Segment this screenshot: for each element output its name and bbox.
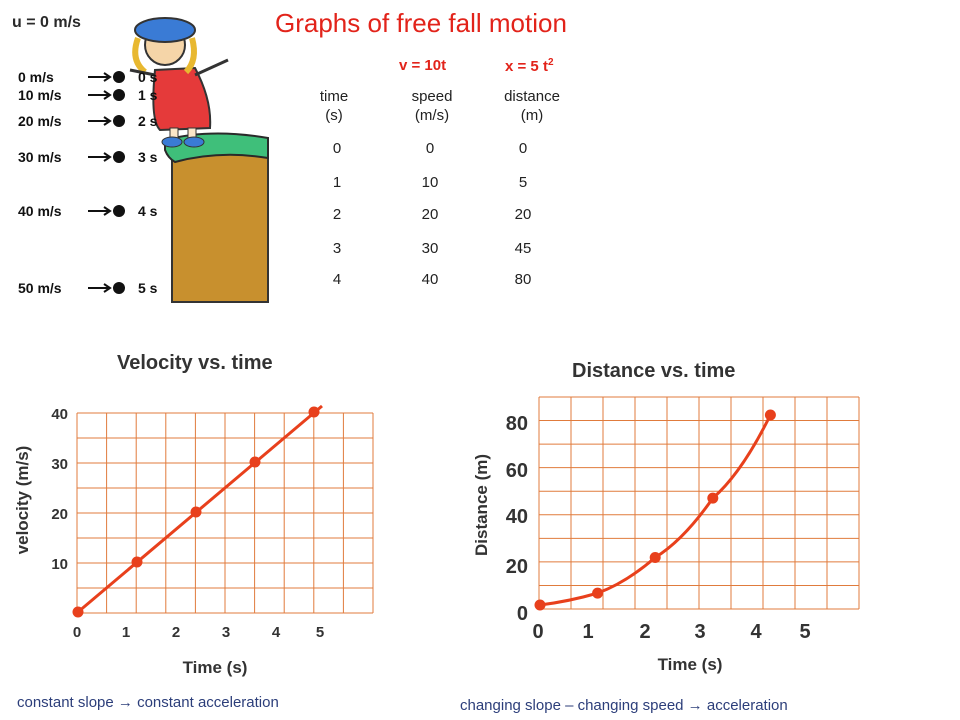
- x-tick-label: 3: [222, 624, 230, 641]
- initial-speed-label: u = 0 m/s: [12, 14, 81, 31]
- table-cell: 2: [332, 206, 342, 223]
- time-label: 0 s: [138, 69, 158, 85]
- free-fall-illustration: 0 m/s 0 s 10 m/s 1 s 20 m/s 2 s 30 m/s 3 s 40 m/…: [18, 17, 269, 303]
- time-label: 2 s: [138, 113, 158, 129]
- arrow-head-icon: [103, 283, 112, 293]
- y-tick-label: 0: [517, 603, 528, 625]
- x-axis-label: Time (s): [183, 658, 248, 677]
- table-cell: 4: [332, 271, 342, 288]
- table-cell: 45: [514, 240, 532, 257]
- y-tick-label: 80: [506, 413, 528, 435]
- header-speed: speed (m/s): [411, 88, 453, 124]
- x-tick-label: 1: [122, 624, 130, 641]
- x-tick-label: 4: [272, 624, 281, 641]
- table-cell: 0: [332, 140, 342, 157]
- x-tick-label: 2: [639, 621, 650, 643]
- y-tick-label: 30: [51, 456, 68, 473]
- velocity-chart: 0 1 2 3 4 5 10 20 30 40 Time (s) velocity (m/s): [13, 404, 374, 677]
- x-tick-label: 4: [750, 621, 762, 643]
- data-point: [592, 587, 604, 599]
- arrow-head-icon: [103, 90, 112, 100]
- table-cell: 20: [421, 206, 439, 223]
- time-label: 4 s: [138, 203, 158, 219]
- ball-icon: [113, 282, 125, 294]
- speed-label: 40 m/s: [18, 203, 62, 219]
- table-cell: 80: [514, 271, 532, 288]
- x-tick-label: 0: [532, 621, 543, 643]
- ball-icon: [113, 205, 125, 217]
- header-distance: distance (m): [504, 88, 560, 124]
- table-cell: 40: [421, 271, 439, 288]
- speed-label: 20 m/s: [18, 113, 62, 129]
- x-tick-label: 3: [694, 621, 705, 643]
- distance-caption: changing slope – changing speed → accele…: [460, 697, 788, 714]
- velocity-caption: constant slope → constant acceleration: [17, 694, 279, 711]
- distance-chart-title: Distance vs. time: [572, 360, 736, 382]
- x-tick-label: 1: [582, 621, 593, 643]
- velocity-chart-title: Velocity vs. time: [117, 352, 273, 374]
- time-label: 1 s: [138, 87, 158, 103]
- chart-grid: [76, 412, 374, 614]
- series-line: [539, 414, 772, 607]
- data-point: [190, 506, 202, 518]
- formula-speed: v = 10t: [399, 57, 447, 74]
- table-cell: 10: [421, 174, 439, 191]
- arrow-head-icon: [103, 152, 112, 162]
- speed-label: 50 m/s: [18, 280, 62, 296]
- arrow-head-icon: [103, 116, 112, 126]
- arrow-head-icon: [103, 206, 112, 216]
- data-point: [131, 556, 143, 568]
- data-point: [707, 492, 719, 504]
- y-tick-label: 20: [51, 506, 68, 523]
- header-time: time (s): [319, 88, 349, 124]
- y-tick-label: 40: [51, 406, 68, 423]
- arrow-head-icon: [103, 72, 112, 82]
- page-title: Graphs of free fall motion: [275, 8, 567, 38]
- y-tick-label: 10: [51, 556, 68, 573]
- table-cell: 1: [332, 174, 342, 191]
- speed-label: 30 m/s: [18, 149, 62, 165]
- data-point: [249, 456, 261, 468]
- ball-icon: [113, 115, 125, 127]
- table-cell: 30: [421, 240, 439, 257]
- ball-icon: [113, 89, 125, 101]
- table-cell: 20: [514, 206, 532, 223]
- y-tick-label: 20: [506, 556, 528, 578]
- x-tick-label: 5: [799, 621, 810, 643]
- ball-icon: [113, 151, 125, 163]
- table-cell: 0: [425, 140, 435, 157]
- ball-icon: [113, 71, 125, 83]
- y-tick-label: 40: [506, 506, 528, 528]
- time-label: 5 s: [138, 280, 158, 296]
- speed-label: 10 m/s: [18, 87, 62, 103]
- speed-label: 0 m/s: [18, 69, 54, 85]
- y-tick-label: 60: [506, 460, 528, 482]
- chart-grid: [538, 396, 860, 610]
- data-point: [308, 406, 320, 418]
- data-point: [72, 606, 84, 618]
- data-point: [534, 599, 546, 611]
- x-tick-label: 5: [316, 624, 324, 641]
- girl-icon: [129, 17, 229, 148]
- x-tick-label: 0: [73, 624, 81, 641]
- data-point: [764, 409, 776, 421]
- table-cell: 3: [332, 240, 342, 257]
- time-label: 3 s: [138, 149, 158, 165]
- cliff-icon: [171, 151, 269, 303]
- data-point: [649, 552, 661, 563]
- table-cell: 0: [518, 140, 528, 157]
- y-axis-label: velocity (m/s): [13, 446, 32, 555]
- table-cell: 5: [518, 174, 528, 191]
- distance-chart: 0 1 2 3 4 5 0 20 40 60 80 Time (s) Distance (m): [472, 396, 860, 674]
- y-axis-label: Distance (m): [472, 454, 491, 556]
- x-tick-label: 2: [172, 624, 180, 641]
- x-axis-label: Time (s): [658, 655, 723, 674]
- formula-distance: x = 5 t2: [505, 57, 554, 75]
